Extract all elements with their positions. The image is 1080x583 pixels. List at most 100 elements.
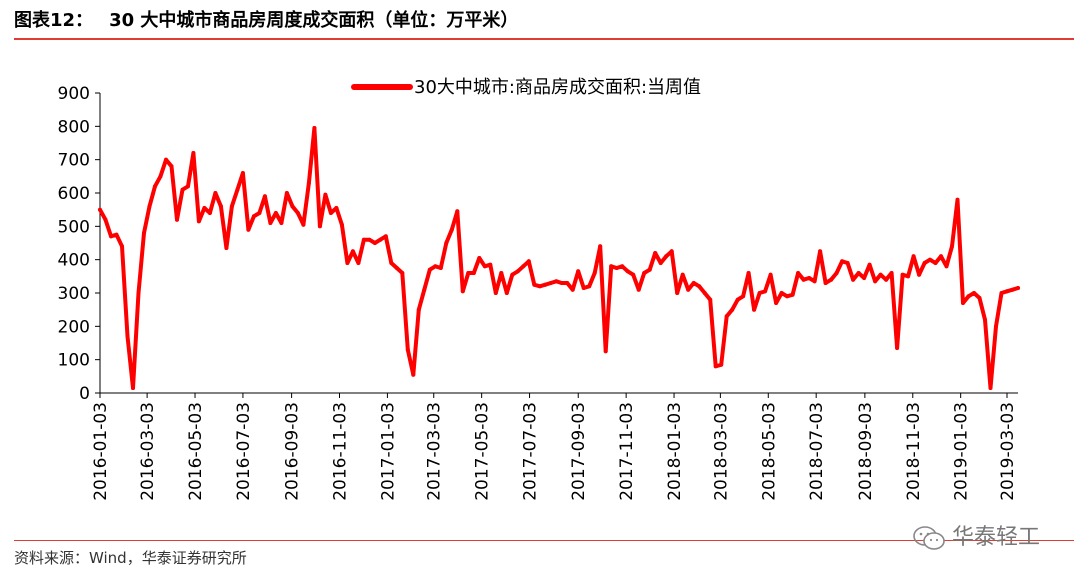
data-point (911, 254, 916, 259)
data-point (807, 276, 812, 280)
x-tick-label: 2017-09-03 (569, 402, 589, 501)
data-point (191, 151, 196, 155)
data-point (862, 276, 867, 280)
data-point (196, 219, 201, 224)
data-point (680, 272, 685, 277)
data-point (559, 281, 564, 285)
data-point (895, 346, 900, 350)
data-point (966, 294, 971, 299)
x-tick-label: 2017-11-03 (617, 402, 637, 501)
data-point (147, 204, 152, 209)
data-point (389, 261, 394, 265)
data-point (884, 277, 889, 282)
data-point (950, 244, 954, 249)
data-point (246, 227, 251, 232)
data-point (449, 227, 454, 232)
x-tick-label: 2016-11-03 (331, 402, 351, 501)
data-point (900, 272, 905, 277)
y-tick-label: 600 (58, 184, 90, 204)
data-point (845, 261, 850, 265)
data-point (867, 262, 872, 267)
data-point (317, 224, 322, 229)
data-point (675, 291, 680, 295)
data-point (1010, 287, 1015, 292)
data-point (763, 289, 768, 294)
data-point (306, 181, 311, 185)
data-point (526, 259, 531, 264)
data-point (790, 292, 795, 297)
data-point (251, 214, 256, 219)
data-point (334, 206, 339, 210)
data-point (972, 291, 976, 295)
y-tick-label: 700 (58, 151, 90, 171)
x-tick-label: 2018-09-03 (856, 402, 876, 501)
data-point (345, 261, 350, 265)
x-tick-label: 2019-03-03 (998, 402, 1018, 501)
figure-title-text: 30 大中城市商品房周度成交面积（单位：万平米） (109, 10, 519, 31)
top-divider (14, 38, 1074, 40)
data-point (323, 192, 328, 197)
y-tick-label: 800 (58, 117, 90, 137)
data-point (983, 317, 987, 322)
data-point (609, 264, 614, 269)
data-point (312, 126, 317, 130)
x-tick-label: 2016-07-03 (234, 402, 254, 501)
data-point (169, 164, 174, 169)
data-point (620, 264, 625, 269)
data-point (801, 277, 806, 282)
data-point (493, 291, 498, 295)
data-point (438, 266, 443, 270)
data-point (713, 364, 718, 369)
data-point (488, 262, 493, 267)
source-note: 资料来源：Wind，华泰证券研究所 (14, 549, 247, 567)
data-point (164, 157, 168, 162)
x-tick-label: 2017-03-03 (425, 402, 445, 501)
data-point (746, 271, 751, 275)
data-point (1005, 289, 1009, 294)
data-point (614, 266, 619, 270)
data-point (273, 211, 278, 215)
data-point (642, 271, 647, 275)
data-point (724, 314, 729, 319)
data-point (109, 234, 113, 239)
data-point (735, 297, 740, 302)
data-point (730, 307, 735, 312)
data-point (834, 271, 839, 275)
data-point (752, 307, 757, 312)
data-point (719, 362, 724, 367)
data-point (422, 287, 427, 292)
data-point (757, 291, 762, 295)
x-tick-label: 2018-11-03 (904, 402, 924, 501)
data-point (818, 249, 823, 254)
data-point (158, 174, 163, 179)
data-point (906, 274, 911, 279)
data-point (587, 284, 592, 289)
data-point (768, 272, 773, 277)
data-point (708, 297, 713, 302)
x-tick-label: 2016-01-03 (91, 402, 111, 501)
data-point (295, 211, 300, 215)
legend: 30大中城市:商品房成交面积:当周值 (351, 77, 701, 98)
data-point (367, 237, 372, 242)
x-tick-label: 2018-03-03 (711, 402, 731, 501)
data-point (175, 217, 179, 222)
data-point (356, 261, 361, 265)
data-point (499, 271, 504, 275)
y-tick-label: 900 (58, 84, 90, 104)
data-point (829, 277, 834, 282)
y-tick-label: 0 (79, 384, 90, 404)
y-tick-label: 300 (58, 284, 90, 304)
data-point (653, 251, 658, 255)
data-point (521, 264, 526, 269)
data-point (279, 221, 284, 225)
data-point (372, 241, 377, 245)
y-axis: 0 100 200 300 400 500 600 700 800 900 (58, 84, 101, 404)
data-point (548, 281, 553, 285)
data-point (400, 271, 405, 275)
data-point (466, 271, 471, 275)
data-point (785, 294, 790, 299)
data-point (504, 291, 509, 295)
data-point (878, 272, 883, 277)
data-point (444, 241, 449, 245)
data-point (955, 197, 960, 202)
